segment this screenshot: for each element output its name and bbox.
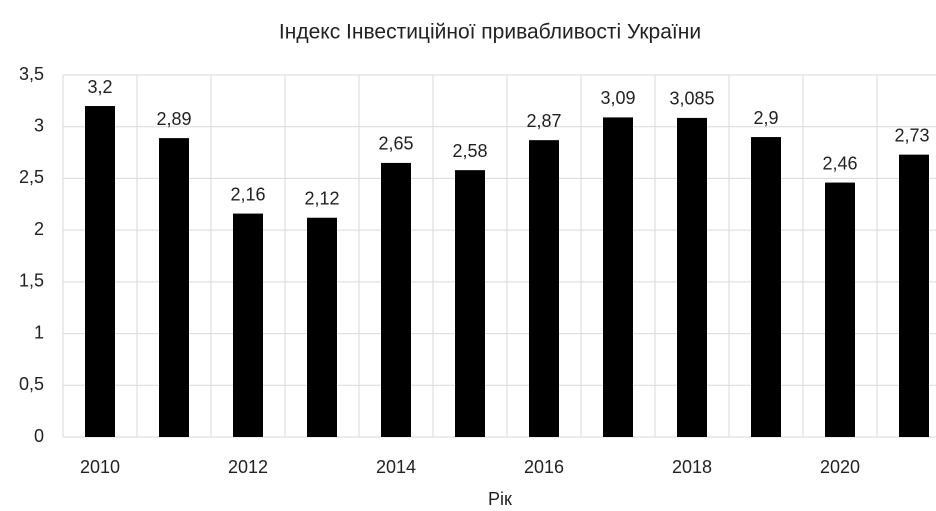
y-tick-label: 2,5 bbox=[19, 167, 44, 187]
bar bbox=[159, 138, 189, 437]
value-label: 3,085 bbox=[669, 89, 714, 109]
value-label: 2,12 bbox=[304, 188, 339, 208]
bar bbox=[85, 106, 115, 438]
value-label: 2,16 bbox=[230, 184, 265, 204]
y-tick-label: 0,5 bbox=[19, 374, 44, 394]
x-tick-label: 2014 bbox=[376, 457, 416, 477]
bar bbox=[899, 154, 929, 437]
bar bbox=[603, 117, 633, 438]
bar bbox=[751, 137, 781, 438]
x-tick-label: 2010 bbox=[80, 457, 120, 477]
bar bbox=[381, 162, 411, 437]
x-tick-label: 2018 bbox=[672, 457, 712, 477]
value-label: 2,73 bbox=[894, 125, 929, 145]
y-tick-label: 2 bbox=[34, 219, 44, 239]
bar bbox=[825, 182, 855, 437]
bar bbox=[233, 213, 263, 437]
y-tick-label: 1 bbox=[34, 322, 44, 342]
chart-title: Індекс Інвестиційної привабливості Украї… bbox=[279, 21, 701, 44]
y-tick-label: 3,5 bbox=[19, 64, 44, 84]
x-tick-label: 2020 bbox=[820, 457, 860, 477]
value-label: 3,2 bbox=[87, 77, 112, 97]
x-tick-label: 2012 bbox=[228, 457, 268, 477]
value-label: 2,89 bbox=[156, 109, 191, 129]
y-tick-label: 1,5 bbox=[19, 271, 44, 291]
value-label: 2,65 bbox=[378, 134, 413, 154]
value-label: 2,46 bbox=[822, 153, 857, 173]
value-label: 3,09 bbox=[600, 88, 635, 108]
bar bbox=[455, 170, 485, 437]
y-tick-label: 3 bbox=[34, 115, 44, 135]
bar bbox=[677, 117, 707, 438]
y-tick-label: 0 bbox=[34, 426, 44, 446]
x-axis-title: Рік bbox=[488, 489, 512, 509]
x-tick-label: 2016 bbox=[524, 457, 564, 477]
bar bbox=[307, 217, 337, 437]
bar bbox=[529, 140, 559, 437]
value-label: 2,9 bbox=[753, 108, 778, 128]
value-label: 2,58 bbox=[452, 141, 487, 161]
value-label: 2,87 bbox=[526, 111, 561, 131]
